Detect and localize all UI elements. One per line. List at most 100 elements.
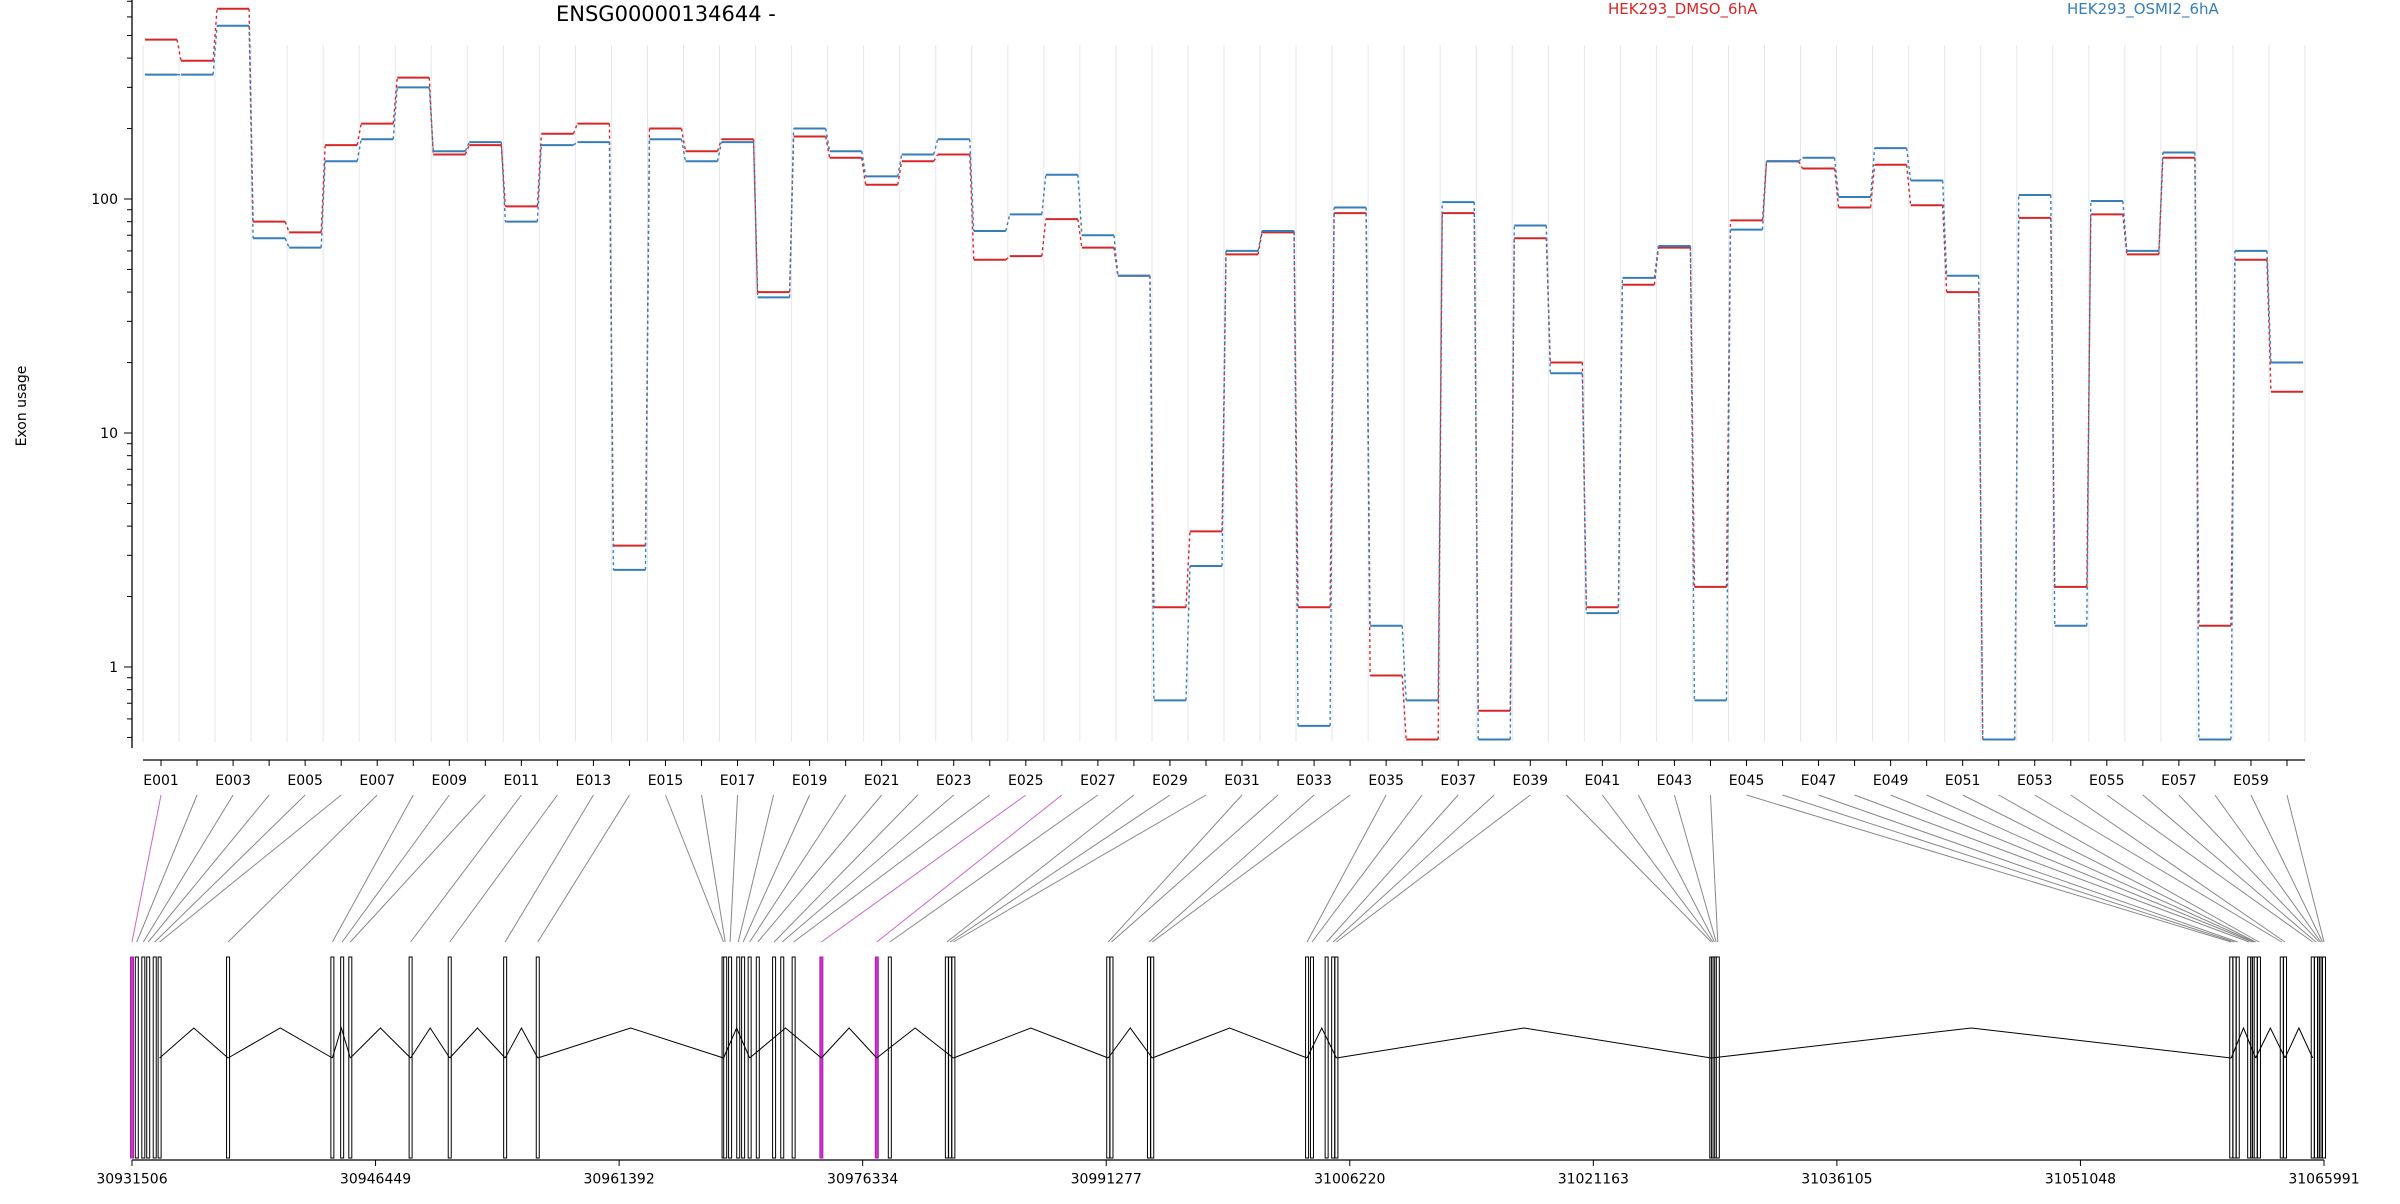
exon-box: [887, 956, 892, 1159]
series-0-connector: [536, 133, 543, 207]
exon-box: [1324, 956, 1329, 1159]
exon-connector: [2106, 794, 2314, 943]
series-0-connector: [1401, 675, 1407, 740]
exon-connector: [2286, 794, 2325, 943]
series-1-connector: [933, 139, 939, 155]
intron-line: [504, 1026, 539, 1059]
series-0-connector: [356, 123, 362, 146]
series-0-connector: [2086, 214, 2092, 587]
series-1-connector: [1329, 207, 1335, 726]
intron-line: [723, 1026, 751, 1059]
exon-connector: [1326, 794, 1459, 943]
intron-line: [1336, 1027, 1712, 1059]
exon-connector: [781, 794, 955, 943]
intron-line: [331, 1026, 351, 1059]
intron-line: [410, 1027, 451, 1059]
exon-connector: [1890, 794, 2253, 943]
exon-box: [2235, 956, 2240, 1159]
x-tick-label: E021: [864, 773, 900, 789]
x-tick-label: E001: [143, 773, 179, 789]
exon-box: [2256, 956, 2261, 1159]
x-tick-label: E015: [648, 773, 684, 789]
x-tick-label: E025: [1008, 773, 1044, 789]
intron-line: [537, 1027, 724, 1059]
exon-connector: [2070, 794, 2286, 943]
intron-line: [953, 1027, 1109, 1059]
series-0-connector: [1761, 161, 1768, 221]
series-1-connector: [392, 87, 398, 140]
x-tick-label: E033: [1296, 773, 1332, 789]
series-1-connector: [1798, 157, 1803, 162]
series-0-connector: [2230, 259, 2236, 626]
exon-connector: [701, 794, 726, 943]
series-1-connector: [2014, 195, 2020, 740]
exon-box: [728, 956, 733, 1159]
exon-box: [141, 956, 146, 1159]
exon-connector: [1818, 794, 2238, 943]
exon-box: [772, 956, 777, 1159]
x-tick-label: E011: [504, 773, 540, 789]
series-1-connector: [1149, 275, 1155, 701]
y-axis-label: Exon usage: [14, 365, 30, 447]
series-1-connector: [572, 141, 578, 146]
series-0-connector: [212, 8, 218, 61]
exon-connector: [537, 794, 630, 943]
series-0-connector: [392, 77, 398, 124]
series-0-connector: [1797, 160, 1804, 169]
series-1-connector: [1689, 245, 1696, 701]
intron-line: [820, 1027, 878, 1059]
series-0-connector: [1833, 168, 1840, 208]
x-tick-label: E017: [720, 773, 756, 789]
series-1-connector: [1041, 174, 1047, 215]
exon-connector: [773, 794, 919, 943]
exon-box: [741, 956, 746, 1159]
series-1-connector: [608, 142, 615, 570]
x-tick-label: E039: [1512, 773, 1548, 789]
series-0-connector: [860, 157, 867, 185]
exon-connector: [1998, 794, 2260, 943]
exon-connector: [142, 794, 234, 943]
exon-box: [791, 956, 796, 1159]
x-tick-label: E055: [2089, 773, 2125, 789]
series-0-connector: [1905, 164, 1912, 206]
exon-connector: [1746, 794, 2232, 943]
exon-connector: [889, 794, 1099, 943]
exon-box: [1146, 956, 1151, 1159]
series-0-connector: [752, 139, 759, 293]
exon-connector: [227, 794, 378, 943]
exon-connector: [331, 794, 414, 943]
x-tick-label: E051: [1945, 773, 1981, 789]
exon-connector: [1782, 794, 2235, 943]
exon-connector: [1854, 794, 2250, 943]
series-1-connector: [860, 151, 867, 177]
series-1-connector: [464, 141, 470, 152]
x-tick-label: E057: [2161, 773, 2197, 789]
exon-box: [1109, 956, 1114, 1159]
exon-connector: [2178, 794, 2320, 943]
y-tick-label: 10: [100, 426, 118, 442]
exon-connector: [749, 794, 847, 943]
series-0-connector: [1257, 232, 1263, 255]
series-0-connector: [1581, 362, 1588, 608]
x-tick-label: E053: [2017, 773, 2053, 789]
genomic-tick-label: 31065991: [2288, 1172, 2359, 1188]
x-tick-label: E003: [215, 773, 251, 789]
genomic-tick-label: 31036105: [1801, 1172, 1872, 1188]
series-1-connector: [1869, 148, 1876, 198]
exon-connector: [1565, 794, 1712, 943]
exon-connector: [729, 794, 739, 943]
exon-box: [2279, 956, 2284, 1159]
exon-connector: [949, 794, 1171, 943]
x-tick-label: E049: [1873, 773, 1909, 789]
series-0-connector: [1725, 220, 1732, 587]
series-1-connector: [1725, 229, 1732, 701]
series-1-connector: [284, 237, 290, 248]
x-tick-label: E005: [287, 773, 323, 789]
series-0-connector: [1941, 205, 1948, 293]
series-1-connector: [428, 87, 434, 152]
x-tick-label: E059: [2233, 773, 2269, 789]
exon-box: [944, 956, 949, 1159]
exon-connector: [1332, 794, 1495, 943]
exon-connector: [410, 794, 522, 943]
